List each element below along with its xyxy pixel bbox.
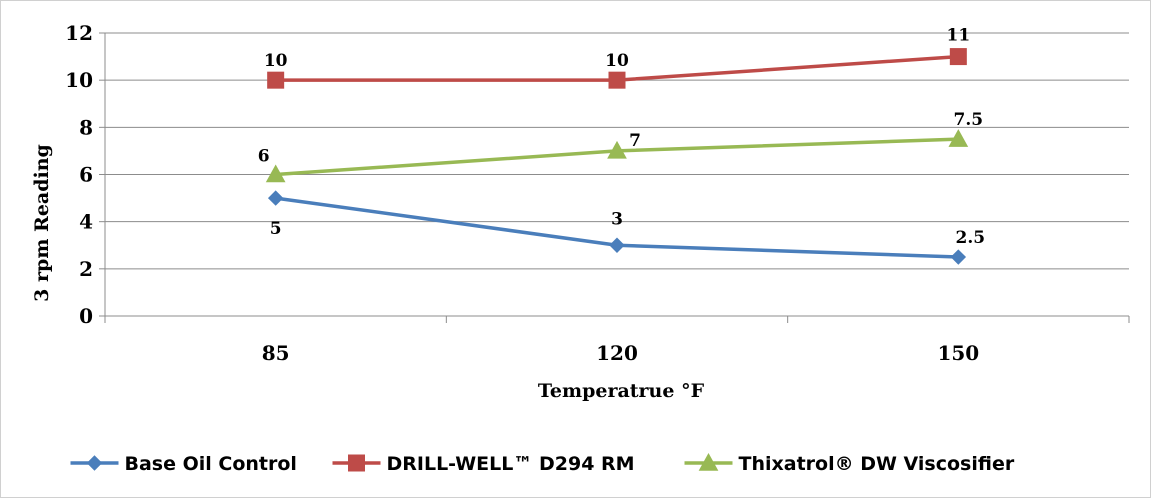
data-label: 2.5 <box>956 228 986 248</box>
legend-entry: Base Oil Control <box>70 453 297 475</box>
legend-entry: DRILL-WELL™ D294 RM <box>332 453 635 475</box>
data-point-marker <box>607 140 627 159</box>
y-tick-label: 6 <box>79 163 93 187</box>
data-label: 11 <box>946 26 970 46</box>
data-labels: 5 3 2.5 10 10 11 6 7 7.5 <box>258 26 985 248</box>
data-point-marker <box>265 164 286 183</box>
data-label: 6 <box>258 147 270 167</box>
x-tick-label: 150 <box>937 341 979 365</box>
data-point-marker <box>267 71 285 89</box>
data-label: 10 <box>264 51 288 71</box>
x-axis-title: Temperatrue °F <box>538 380 705 402</box>
x-tick-label: 85 <box>262 341 290 365</box>
data-label: 10 <box>605 51 629 71</box>
axes: 0 2 4 6 8 10 12 85 120 150 <box>65 21 1130 365</box>
y-tick-label: 4 <box>79 210 93 234</box>
legend-label: DRILL-WELL™ D294 RM <box>387 453 635 475</box>
legend-entry: Thixatrol® DW Viscosifier <box>684 452 1015 475</box>
data-point-marker <box>609 237 625 253</box>
data-point-marker <box>950 249 967 265</box>
data-point-marker <box>267 190 284 206</box>
legend-marker <box>86 455 103 471</box>
legend-label: Thixatrol® DW Viscosifier <box>739 453 1015 475</box>
y-tick-label: 12 <box>65 21 93 45</box>
legend-marker <box>698 452 719 471</box>
y-tick-label: 2 <box>79 257 93 281</box>
data-label: 3 <box>611 209 623 229</box>
y-tick-label: 8 <box>79 115 93 139</box>
legend-label: Base Oil Control <box>125 453 297 475</box>
legend: Base Oil Control DRILL-WELL™ D294 RM Thixa… <box>70 452 1015 475</box>
y-axis-title: 3 rpm Reading <box>31 144 53 302</box>
data-point-marker <box>608 71 626 89</box>
data-label: 7.5 <box>954 110 984 130</box>
data-point-marker <box>948 129 969 147</box>
data-point-marker <box>949 48 967 66</box>
series-lines <box>265 48 969 265</box>
x-tick-label: 120 <box>596 341 638 365</box>
data-label: 7 <box>629 131 641 151</box>
y-tick-label: 10 <box>65 68 93 92</box>
legend-marker <box>348 454 365 472</box>
y-tick-label: 0 <box>79 304 93 328</box>
data-label: 5 <box>270 219 282 239</box>
